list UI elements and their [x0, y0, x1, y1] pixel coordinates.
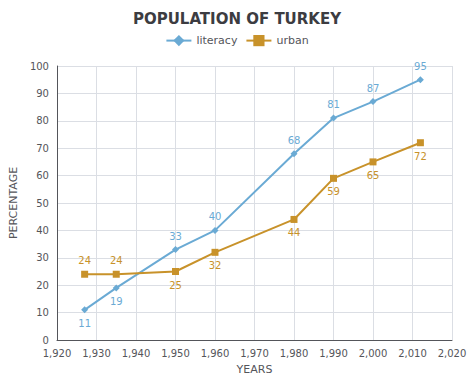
- svg-text:60: 60: [36, 170, 49, 181]
- svg-text:19: 19: [110, 296, 123, 307]
- svg-text:87: 87: [367, 83, 380, 94]
- svg-text:YEARS: YEARS: [236, 363, 273, 376]
- svg-text:95: 95: [414, 61, 427, 72]
- svg-text:PERCENTAGE: PERCENTAGE: [7, 167, 20, 239]
- svg-text:1,960: 1,960: [201, 348, 230, 359]
- svg-text:1,970: 1,970: [240, 348, 269, 359]
- svg-text:POPULATION OF TURKEY: POPULATION OF TURKEY: [133, 10, 342, 28]
- svg-text:40: 40: [36, 225, 49, 236]
- svg-text:1,950: 1,950: [161, 348, 190, 359]
- svg-text:2,010: 2,010: [398, 348, 427, 359]
- svg-text:40: 40: [209, 211, 222, 222]
- svg-text:2,000: 2,000: [359, 348, 388, 359]
- svg-text:1,940: 1,940: [122, 348, 151, 359]
- svg-text:68: 68: [288, 135, 301, 146]
- svg-text:20: 20: [36, 280, 49, 291]
- svg-text:65: 65: [367, 170, 380, 181]
- svg-text:literacy: literacy: [196, 34, 238, 47]
- svg-text:1,930: 1,930: [82, 348, 111, 359]
- svg-text:81: 81: [327, 99, 340, 110]
- svg-text:32: 32: [209, 260, 222, 271]
- svg-text:1,980: 1,980: [280, 348, 309, 359]
- svg-text:10: 10: [36, 307, 49, 318]
- svg-text:59: 59: [327, 186, 340, 197]
- svg-text:72: 72: [414, 151, 427, 162]
- svg-text:100: 100: [30, 61, 49, 72]
- svg-text:44: 44: [288, 227, 301, 238]
- svg-text:2,020: 2,020: [438, 348, 467, 359]
- svg-text:50: 50: [36, 198, 49, 209]
- svg-text:24: 24: [110, 255, 123, 266]
- svg-text:25: 25: [169, 280, 182, 291]
- svg-text:11: 11: [78, 318, 91, 329]
- svg-text:30: 30: [36, 252, 49, 263]
- svg-text:0: 0: [43, 335, 49, 346]
- svg-text:70: 70: [36, 143, 49, 154]
- svg-text:90: 90: [36, 88, 49, 99]
- svg-text:33: 33: [169, 231, 182, 242]
- svg-text:1,920: 1,920: [43, 348, 72, 359]
- svg-text:24: 24: [78, 255, 91, 266]
- svg-text:1,990: 1,990: [319, 348, 348, 359]
- svg-text:urban: urban: [276, 34, 308, 47]
- svg-text:80: 80: [36, 115, 49, 126]
